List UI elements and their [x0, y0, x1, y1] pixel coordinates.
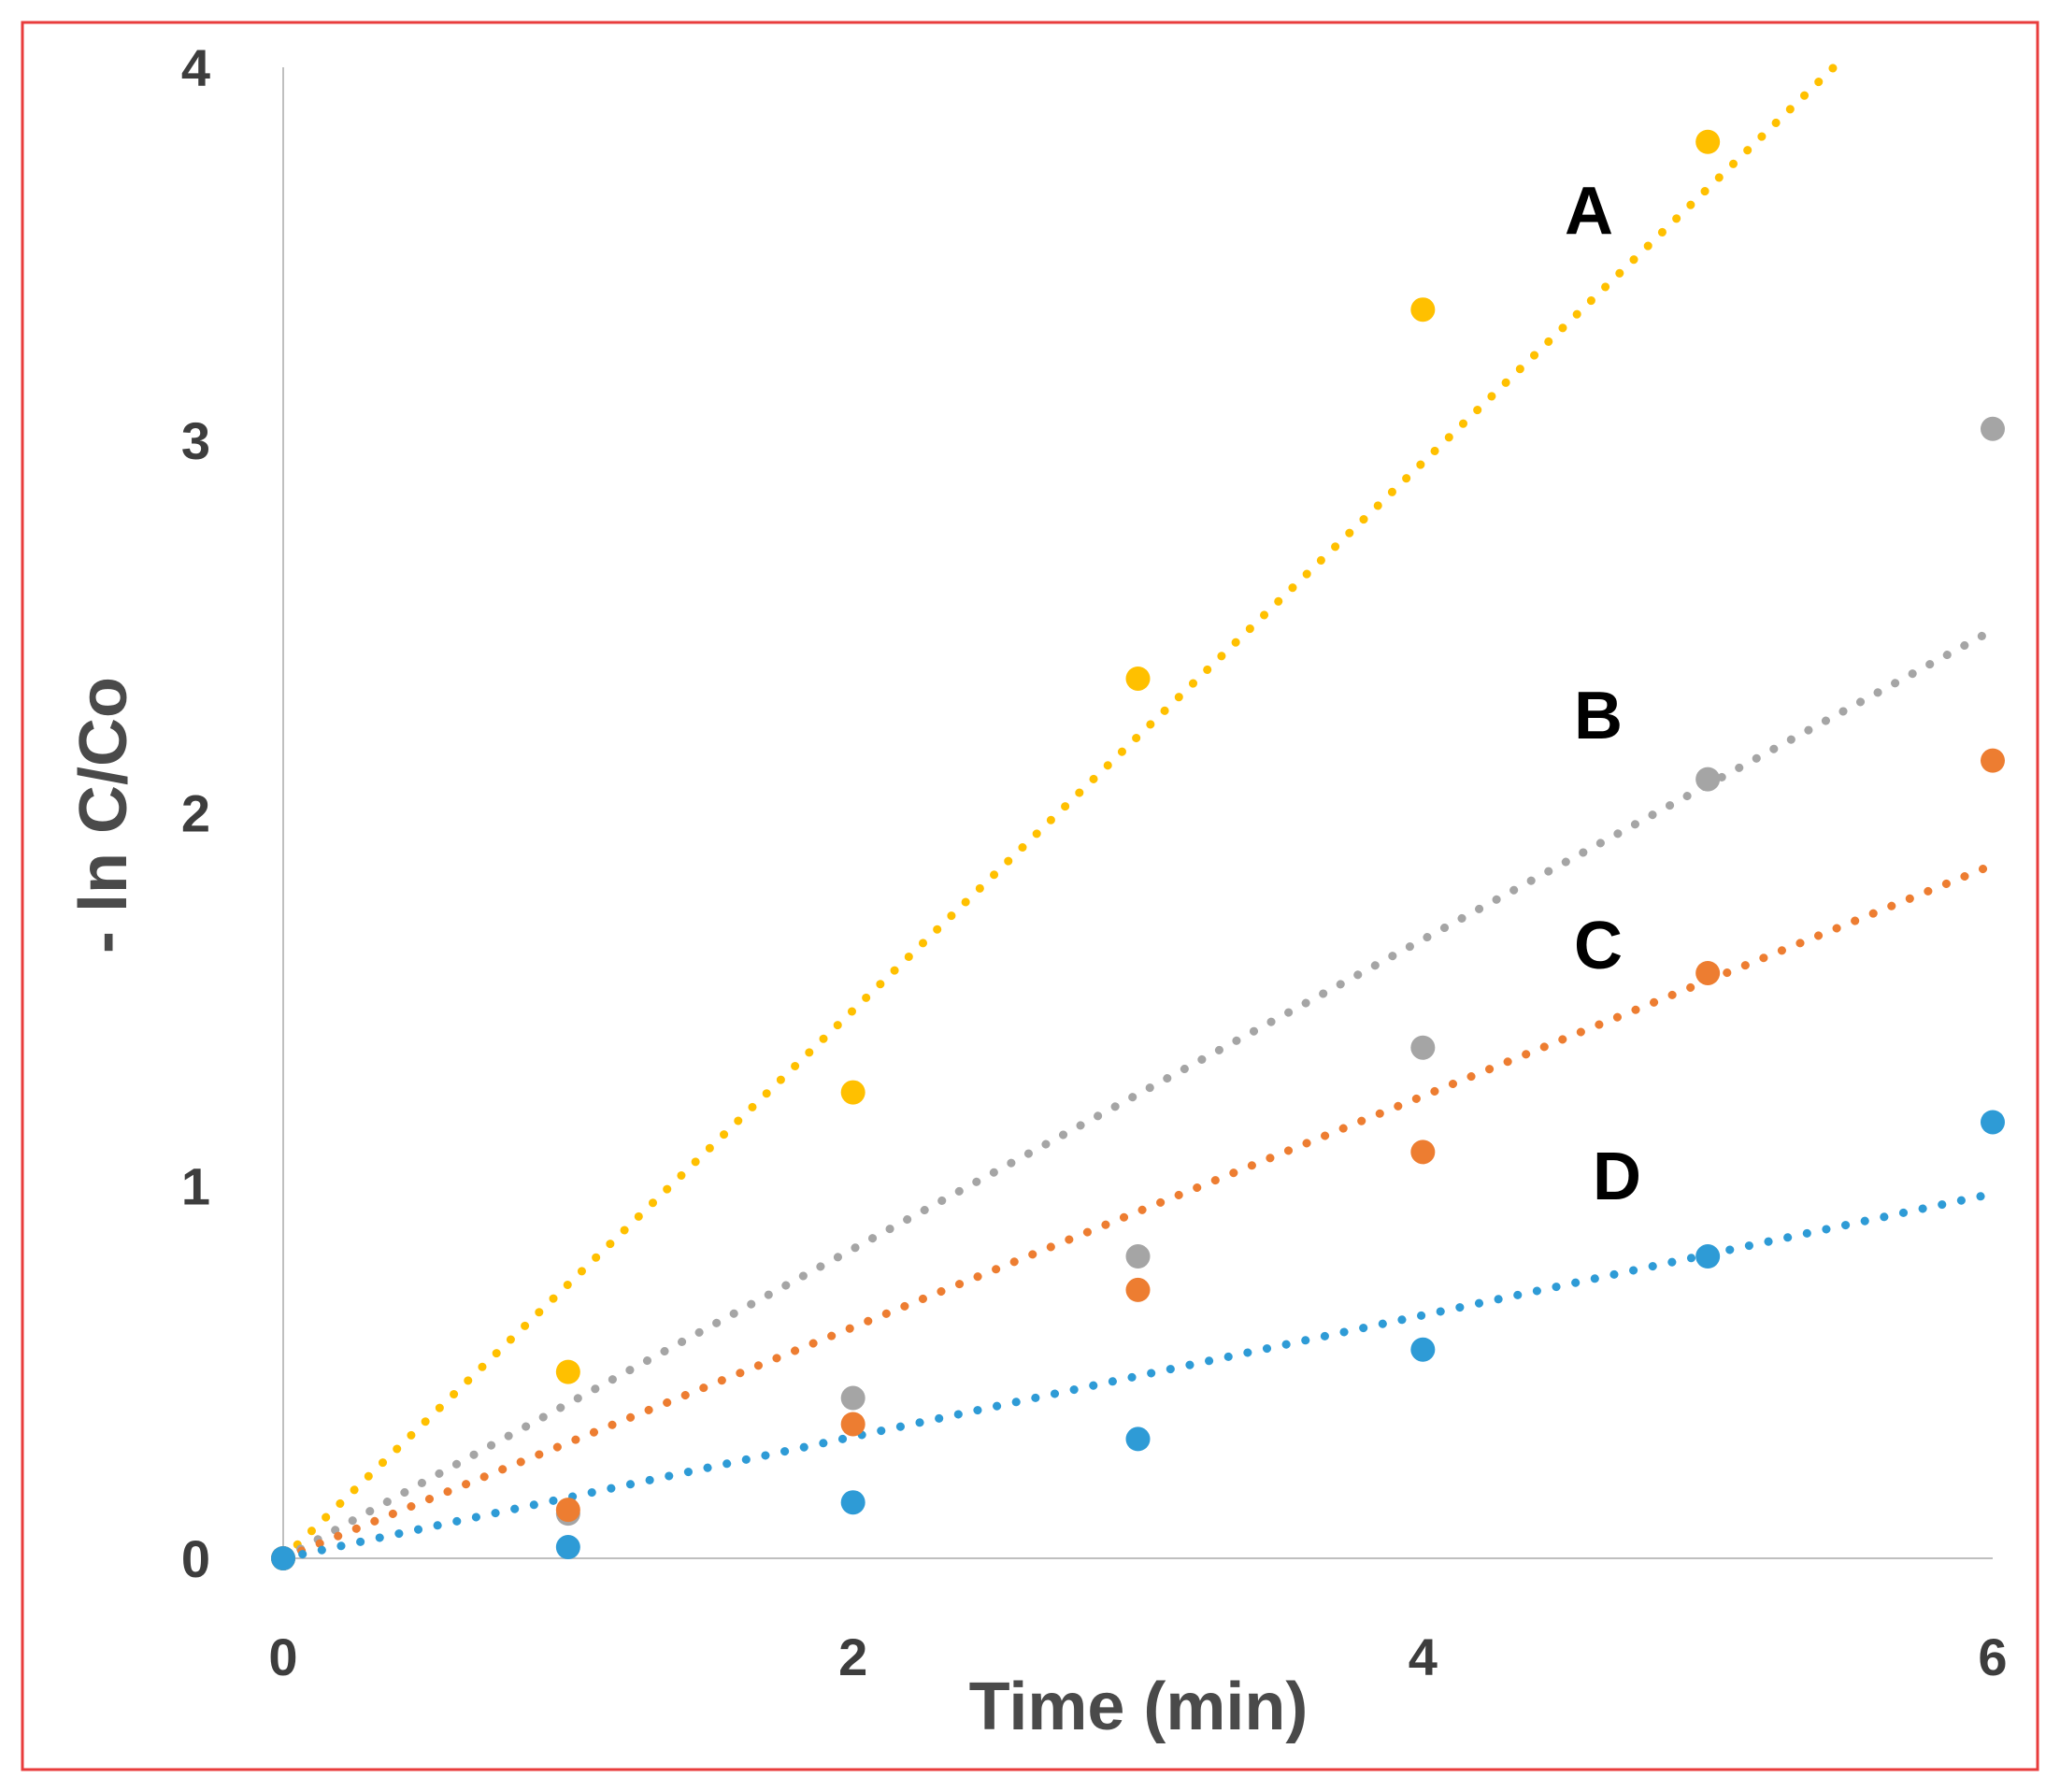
series-label-b: B — [1574, 679, 1623, 753]
point-c — [1410, 1140, 1436, 1165]
y-tick-label: 4 — [181, 38, 210, 97]
series-label-c: C — [1574, 909, 1623, 983]
point-b — [840, 1385, 865, 1411]
point-a — [840, 1080, 865, 1105]
point-a — [1410, 297, 1436, 323]
y-tick-label: 3 — [181, 411, 210, 470]
point-a — [1695, 129, 1721, 154]
point-c — [840, 1412, 865, 1437]
data-points — [271, 129, 2005, 1570]
y-axis-title: - ln C/Co — [66, 677, 141, 953]
x-tick-label: 4 — [1409, 1627, 1438, 1686]
tick-labels: 0 1 2 3 4 0 2 4 6 — [181, 38, 2008, 1686]
y-tick-label: 1 — [181, 1156, 210, 1215]
point-d — [1410, 1337, 1436, 1362]
point-a — [555, 1359, 580, 1384]
point-c — [1981, 748, 2005, 773]
point-d — [1695, 1244, 1721, 1269]
chart-frame — [21, 21, 2039, 1771]
trendline-a — [279, 63, 1838, 1563]
point-b — [1695, 767, 1721, 792]
point-d — [1981, 1110, 2005, 1135]
y-tick-label: 2 — [181, 784, 210, 843]
x-tick-label: 0 — [268, 1627, 297, 1686]
point-d — [555, 1535, 580, 1560]
point-a — [1125, 666, 1151, 691]
series-label-a: A — [1565, 174, 1613, 249]
point-d — [840, 1490, 865, 1515]
point-b — [1125, 1244, 1151, 1269]
y-tick-label: 0 — [181, 1529, 210, 1588]
series-label-d: D — [1593, 1140, 1641, 1214]
point-d — [1125, 1426, 1151, 1452]
point-b — [1981, 416, 2005, 441]
point-b — [1410, 1035, 1436, 1060]
point-c — [555, 1498, 580, 1523]
point-d — [271, 1546, 295, 1570]
x-axis-title: Time (min) — [969, 1670, 1309, 1744]
point-c — [1695, 960, 1721, 985]
x-tick-label: 2 — [838, 1627, 867, 1686]
point-c — [1125, 1277, 1151, 1302]
x-tick-label: 6 — [1978, 1627, 2007, 1686]
